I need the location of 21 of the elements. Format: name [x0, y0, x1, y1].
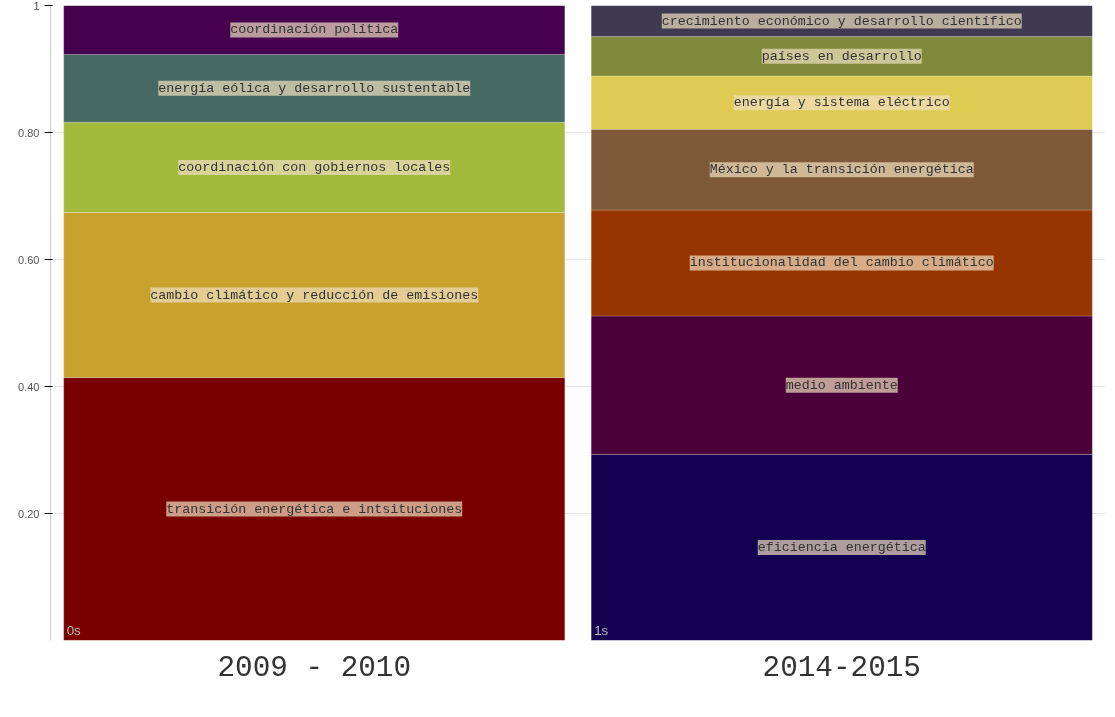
y-tick-label: 0.20	[18, 507, 40, 520]
series-label: crecimiento económico y desarrollo científico	[661, 13, 1022, 29]
series-label: transición energética e intsituciones	[166, 501, 463, 517]
y-tick-label: 0.80	[18, 126, 40, 139]
y-tick-label: 0.60	[18, 253, 40, 266]
series-label: cambio climático y reducción de emisiones	[150, 287, 479, 303]
series-label: energía y sistema eléctrico	[733, 95, 950, 111]
x-tick-label: 2014-2015	[762, 651, 921, 685]
series-label: México y la transición energética	[709, 162, 974, 178]
y-tick-label: 0.40	[18, 380, 40, 393]
series-label: eficiencia energética	[757, 539, 926, 555]
series-label: coordinación con gobiernos locales	[178, 159, 451, 175]
series-label: coordinación política	[230, 22, 399, 38]
annotation: 1s	[594, 622, 609, 638]
annotation: 0s	[66, 622, 82, 638]
series-label: energía eólica y desarrollo sustentable	[158, 80, 471, 96]
series-label: institucionalidad del cambio climático	[689, 255, 994, 271]
y-tick-label: 1	[33, 0, 40, 12]
series-label: medio ambiente	[785, 377, 898, 393]
series-label: países en desarrollo	[761, 48, 922, 64]
x-tick-label: 2009 - 2010	[217, 651, 412, 685]
